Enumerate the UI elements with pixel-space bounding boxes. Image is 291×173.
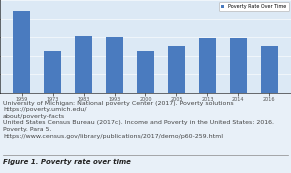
Bar [44, 51, 61, 93]
Bar [199, 38, 216, 93]
Bar [168, 46, 185, 93]
Bar [13, 11, 30, 93]
Legend: Poverty Rate Over Time: Poverty Rate Over Time [219, 2, 289, 11]
Bar [261, 45, 278, 93]
Bar [137, 51, 154, 93]
Text: Figure 1. Poverty rate over time: Figure 1. Poverty rate over time [3, 158, 131, 165]
Bar [75, 36, 92, 93]
Bar [230, 38, 247, 93]
Bar [106, 37, 123, 93]
Text: University of Michigan: National poverty Center (2017). Poverty solutions https:: University of Michigan: National poverty… [3, 101, 274, 139]
